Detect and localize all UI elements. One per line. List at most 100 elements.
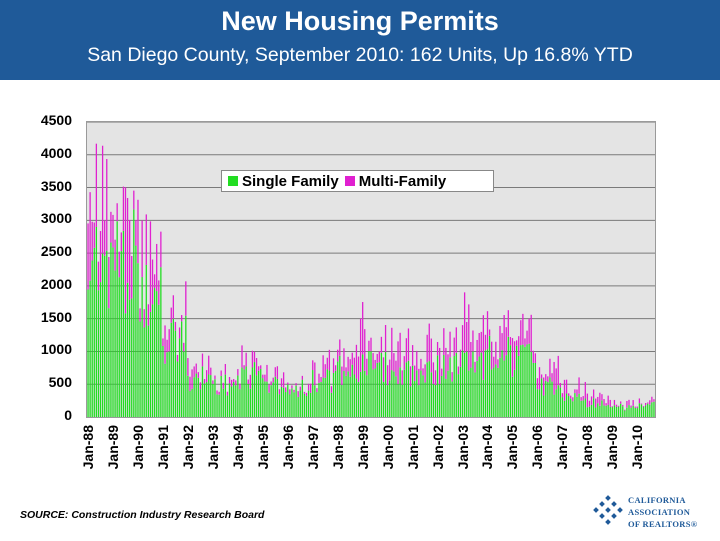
bar-multi-family bbox=[636, 406, 638, 409]
x-tick-label: Jan-98 bbox=[329, 425, 346, 470]
bar-multi-family bbox=[91, 221, 93, 261]
bar-multi-family bbox=[507, 310, 509, 337]
bar-multi-family bbox=[559, 382, 561, 388]
bar-multi-family bbox=[299, 386, 301, 391]
bar-multi-family bbox=[574, 389, 576, 394]
bar-multi-family bbox=[260, 365, 262, 369]
bar-multi-family bbox=[609, 399, 611, 407]
bar-single-family bbox=[287, 384, 289, 417]
bar-single-family bbox=[370, 351, 372, 417]
bar-multi-family bbox=[522, 313, 524, 345]
bar-multi-family bbox=[476, 339, 478, 361]
bar-multi-family bbox=[318, 373, 320, 383]
bar-multi-family bbox=[463, 292, 466, 353]
bar-single-family bbox=[524, 346, 526, 417]
bar-single-family bbox=[189, 391, 191, 417]
bar-single-family bbox=[632, 405, 634, 417]
bar-multi-family bbox=[293, 389, 295, 393]
bar-single-family bbox=[374, 368, 376, 417]
bar-single-family bbox=[459, 366, 462, 417]
bar-multi-family bbox=[387, 365, 389, 386]
bar-multi-family bbox=[368, 340, 370, 352]
bar-single-family bbox=[507, 336, 509, 417]
y-tick-label: 2000 bbox=[40, 275, 72, 292]
bar-single-family bbox=[603, 405, 605, 417]
bar-multi-family bbox=[168, 329, 170, 352]
bar-multi-family bbox=[576, 389, 578, 397]
bar-multi-family bbox=[420, 358, 422, 371]
bar-single-family bbox=[424, 382, 426, 417]
bar-single-family bbox=[422, 375, 424, 417]
bar-single-family bbox=[501, 350, 503, 417]
bar-multi-family bbox=[362, 302, 364, 355]
bar-multi-family bbox=[228, 377, 231, 384]
bar-single-family bbox=[295, 385, 297, 417]
bar-single-family bbox=[543, 395, 545, 417]
source-note: SOURCE: Construction Industry Research B… bbox=[20, 509, 265, 521]
bar-single-family bbox=[168, 351, 170, 417]
bar-multi-family bbox=[632, 400, 634, 406]
bar-multi-family bbox=[216, 390, 218, 395]
bar-single-family bbox=[399, 367, 401, 417]
bar-single-family bbox=[553, 394, 555, 417]
y-tick-label: 4500 bbox=[40, 112, 72, 128]
bar-multi-family bbox=[280, 378, 283, 387]
bar-single-family bbox=[505, 355, 507, 417]
x-tick-label: Jan-92 bbox=[179, 425, 196, 470]
bar-multi-family bbox=[493, 356, 495, 368]
bar-single-family bbox=[318, 382, 320, 417]
bar-multi-family bbox=[484, 334, 487, 351]
bar-single-family bbox=[493, 367, 495, 417]
bar-single-family bbox=[99, 282, 102, 417]
bar-single-family bbox=[328, 370, 331, 417]
bar-multi-family bbox=[403, 356, 405, 370]
bar-single-family bbox=[330, 392, 333, 417]
bar-single-family bbox=[108, 308, 110, 417]
legend-item-multi-family: Multi-Family bbox=[344, 173, 446, 190]
bar-multi-family bbox=[630, 405, 632, 408]
bar-multi-family bbox=[599, 392, 601, 406]
bar-single-family bbox=[416, 370, 418, 417]
bar-multi-family bbox=[603, 399, 605, 406]
bar-multi-family bbox=[282, 372, 285, 388]
bar-single-family bbox=[555, 389, 557, 417]
bar-multi-family bbox=[197, 372, 199, 378]
bar-multi-family bbox=[478, 332, 480, 357]
bar-single-family bbox=[499, 357, 501, 417]
bar-single-family bbox=[118, 277, 120, 417]
bar-single-family bbox=[314, 385, 316, 417]
bar-single-family bbox=[187, 375, 189, 417]
bar-single-family bbox=[378, 362, 380, 417]
bar-multi-family bbox=[195, 363, 197, 374]
bar-multi-family bbox=[374, 359, 376, 369]
bar-single-family bbox=[101, 253, 104, 417]
bar-single-family bbox=[170, 322, 172, 417]
bar-multi-family bbox=[337, 349, 339, 362]
bar-multi-family bbox=[513, 341, 516, 370]
bar-multi-family bbox=[382, 357, 385, 382]
bar-multi-family bbox=[401, 370, 403, 385]
bar-single-family bbox=[222, 388, 224, 417]
bar-single-family bbox=[245, 366, 247, 417]
bar-multi-family bbox=[582, 396, 584, 401]
y-tick-label: 0 bbox=[64, 407, 72, 423]
bar-multi-family bbox=[607, 395, 609, 405]
bar-multi-family bbox=[174, 321, 177, 331]
bar-multi-family bbox=[226, 391, 229, 396]
bar-single-family bbox=[151, 304, 154, 417]
bar-multi-family bbox=[332, 358, 335, 373]
bar-multi-family bbox=[653, 399, 655, 402]
bar-single-family bbox=[126, 282, 129, 417]
bar-single-family bbox=[557, 385, 559, 417]
bar-single-family bbox=[93, 247, 95, 417]
bar-multi-family bbox=[568, 393, 570, 397]
bar-single-family bbox=[491, 369, 493, 417]
bar-single-family bbox=[513, 369, 516, 417]
bar-multi-family bbox=[178, 327, 181, 339]
bar-single-family bbox=[642, 407, 645, 417]
bar-single-family bbox=[445, 379, 447, 417]
bar-single-family bbox=[568, 396, 570, 417]
bar-multi-family bbox=[95, 143, 98, 227]
bar-single-family bbox=[301, 379, 303, 417]
bar-single-family bbox=[617, 406, 620, 417]
